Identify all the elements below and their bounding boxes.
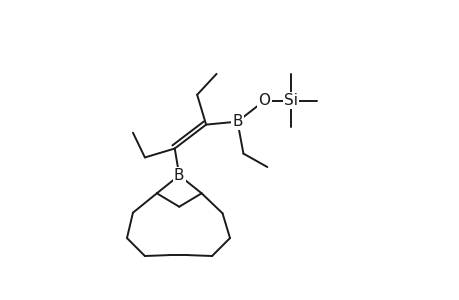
Text: B: B (174, 168, 184, 183)
Text: B: B (232, 114, 242, 129)
Text: Si: Si (284, 93, 297, 108)
Text: O: O (258, 93, 270, 108)
